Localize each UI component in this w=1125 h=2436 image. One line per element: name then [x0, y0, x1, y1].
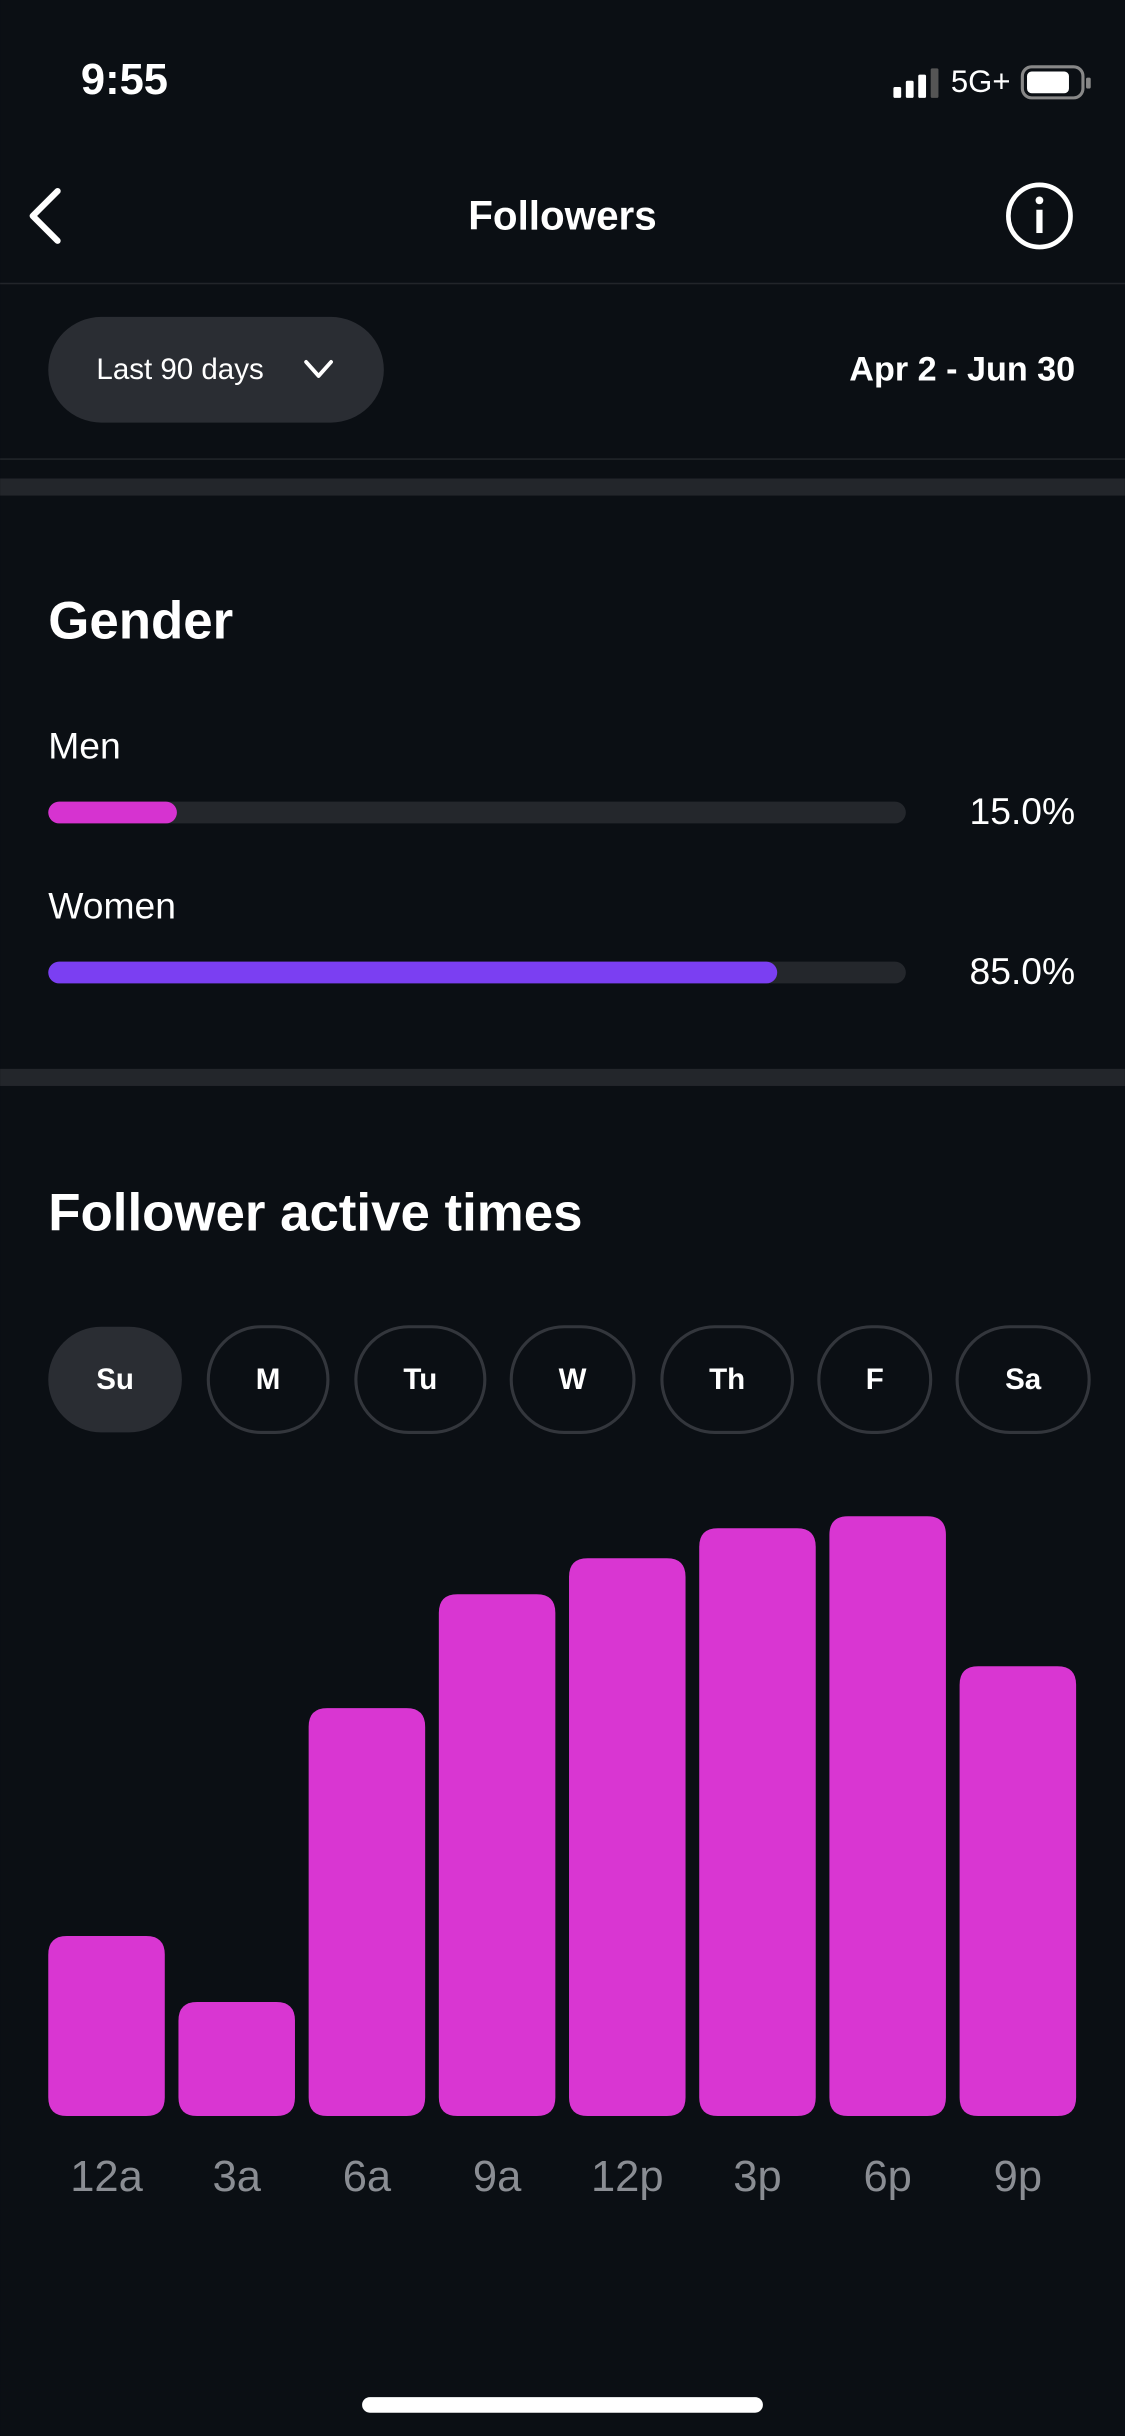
x-tick-label: 3p: [733, 2153, 781, 2201]
day-tab[interactable]: [48, 1326, 182, 1433]
day-tab-label: M: [256, 1363, 281, 1396]
bar: [308, 1708, 426, 2116]
value-label: 85.0%: [970, 950, 1076, 992]
bar: [829, 1516, 946, 2116]
bar: [48, 961, 778, 984]
bar: [48, 1936, 165, 2116]
day-tab-label: F: [866, 1363, 884, 1396]
day-tab[interactable]: [509, 1325, 636, 1434]
battery-icon: [1020, 65, 1091, 100]
x-tick-label: 6a: [343, 2153, 392, 2201]
date-range: Apr 2 - Jun 30: [849, 350, 1075, 388]
day-tab-label: W: [559, 1363, 587, 1396]
day-tab-label: Su: [96, 1363, 134, 1396]
range-label: Last 90 days: [96, 353, 263, 386]
category-label: Men: [48, 725, 121, 767]
bar: [699, 1528, 816, 2116]
section-separator: [0, 1068, 1125, 1086]
category-label: Women: [48, 885, 176, 927]
x-tick-label: 12p: [591, 2153, 664, 2201]
bar: [959, 1666, 1077, 2116]
day-tab[interactable]: [354, 1325, 487, 1434]
network-label: 5G+: [951, 64, 1011, 99]
x-tick-label: 9a: [473, 2153, 522, 2201]
signal-icon: [893, 68, 939, 98]
back-button[interactable]: [29, 187, 61, 244]
day-tab[interactable]: [660, 1325, 794, 1434]
day-tab[interactable]: [206, 1325, 330, 1434]
day-tab[interactable]: [817, 1325, 933, 1434]
section-title: Follower active times: [48, 1183, 582, 1242]
status-time: 9:55: [81, 56, 168, 104]
header-title: Followers: [468, 193, 656, 239]
dropdown-chevron: [304, 360, 333, 378]
bar: [569, 1558, 686, 2116]
x-tick-label: 6p: [863, 2153, 911, 2201]
home-indicator: [362, 2397, 763, 2413]
day-tab-label: Th: [709, 1363, 745, 1396]
range-picker[interactable]: [48, 316, 384, 423]
divider: [0, 282, 1125, 285]
section-title: Gender: [48, 591, 233, 650]
divider: [0, 458, 1125, 460]
bar: [438, 1594, 556, 2116]
day-tab-label: Tu: [403, 1363, 437, 1396]
value-label: 15.0%: [970, 790, 1076, 832]
section-separator: [0, 478, 1125, 496]
info-button[interactable]: [1006, 182, 1073, 250]
bar: [178, 2002, 295, 2116]
bar: [48, 801, 177, 824]
x-tick-label: 3a: [213, 2153, 262, 2201]
day-tab-label: Sa: [1005, 1363, 1042, 1396]
bar-track: [48, 801, 906, 824]
x-tick-label: 12a: [70, 2153, 143, 2201]
day-tab[interactable]: [955, 1325, 1091, 1434]
x-tick-label: 9p: [994, 2153, 1042, 2201]
